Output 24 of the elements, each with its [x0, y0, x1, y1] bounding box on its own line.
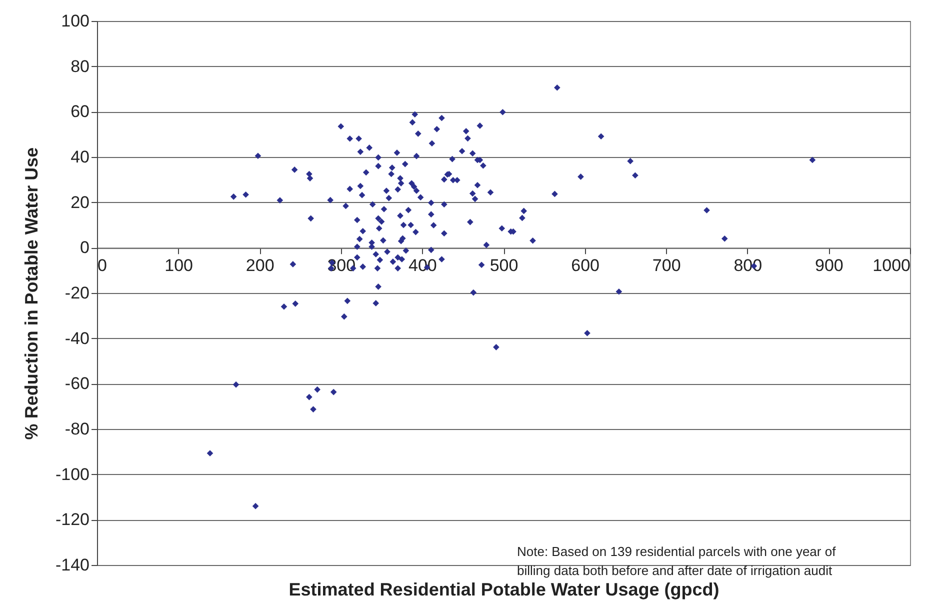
x-tick-label: 100 — [164, 256, 193, 276]
y-tick-label: 100 — [61, 12, 90, 30]
y-tick-label: 20 — [70, 192, 90, 212]
x-tick-label: 900 — [815, 256, 844, 276]
y-tick-label: -100 — [55, 464, 90, 484]
x-tick-label: 600 — [571, 256, 600, 276]
y-tick-label: 60 — [70, 102, 90, 122]
y-axis-title: % Reduction in Potable Water Use — [21, 147, 42, 440]
x-tick-label: 500 — [490, 256, 518, 276]
y-tick-label: 0 — [80, 238, 90, 258]
y-tick-label: -80 — [64, 420, 90, 438]
annotation: Note: Based on 139 residential parcels with one year of billing data both before and after date of irrigation audit — [517, 544, 836, 578]
y-tick-label: -140 — [55, 556, 90, 574]
x-tick-label: 200 — [246, 256, 274, 276]
x-axis-title: Estimated Residential Potable Water Usage (gpcd) — [288, 580, 720, 600]
y-tick-label: -20 — [64, 284, 90, 302]
x-tick-label: 1000 — [872, 256, 910, 276]
y-tick-label: -120 — [55, 510, 90, 530]
y-tick-label: -60 — [64, 374, 90, 394]
y-tick-label: -40 — [64, 328, 90, 348]
x-tick-label: 0 — [98, 256, 107, 276]
x-tick-label: 700 — [652, 256, 681, 276]
y-tick-label: 80 — [70, 56, 90, 76]
y-tick-label: 40 — [70, 148, 90, 166]
